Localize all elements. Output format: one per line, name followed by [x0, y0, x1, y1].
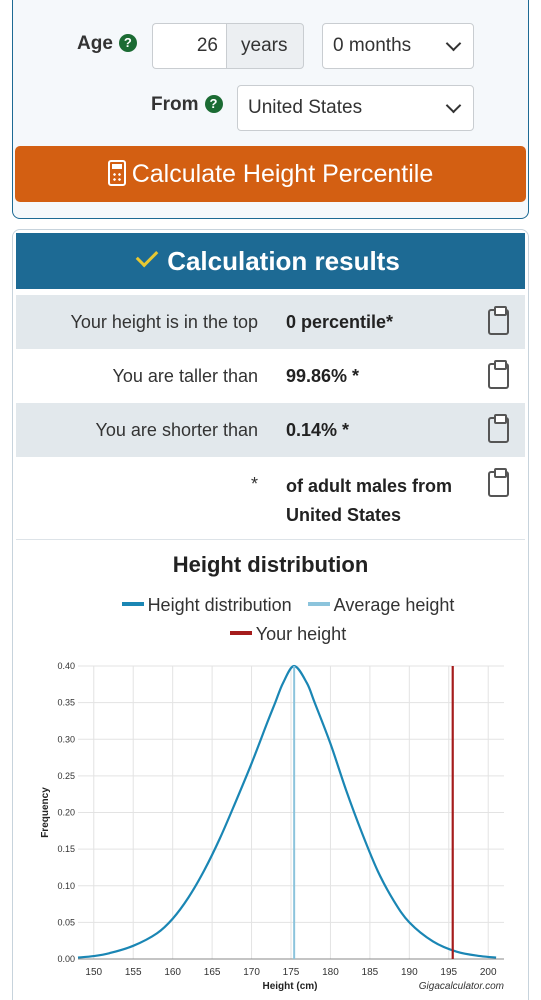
result-row-note: * of adult males from United States — [16, 457, 525, 537]
x-tick-label: 150 — [85, 967, 102, 978]
y-tick-label: 0.10 — [57, 881, 75, 891]
legend-label: Height distribution — [147, 595, 292, 615]
y-tick-label: 0.25 — [57, 771, 75, 781]
y-tick-label: 0.35 — [57, 698, 75, 708]
clipboard-icon[interactable] — [488, 414, 509, 443]
x-tick-label: 195 — [440, 967, 457, 978]
distribution-curve — [77, 664, 497, 959]
footnote-star: * — [250, 474, 258, 494]
y-tick-label: 0.30 — [57, 734, 75, 744]
result-value: 99.86% * — [286, 366, 360, 386]
result-row-shorter: You are shorter than 0.14% * — [16, 403, 525, 457]
result-value: 0 percentile* — [286, 312, 394, 332]
x-tick-label: 170 — [243, 967, 260, 978]
divider — [16, 539, 525, 540]
y-tick-label: 0.20 — [57, 808, 75, 818]
legend-item[interactable]: Height distribution — [121, 591, 292, 620]
chart-legend: Height distribution Average height Your he… — [53, 591, 523, 649]
legend-item[interactable]: Your height — [229, 620, 347, 649]
y-tick-label: 0.05 — [57, 917, 75, 927]
legend-swatch — [229, 631, 252, 635]
result-value: 0.14% * — [286, 420, 350, 440]
x-tick-label: 155 — [125, 967, 142, 978]
country-select[interactable]: United States — [237, 85, 474, 131]
result-label: You are shorter than — [95, 420, 258, 440]
age-row-label: Age? — [77, 33, 137, 55]
calculator-icon — [107, 160, 126, 186]
x-tick-label: 190 — [401, 967, 418, 978]
x-tick-label: 175 — [283, 967, 300, 978]
x-axis-title: Height (cm) — [263, 981, 318, 992]
y-tick-label: 0.15 — [57, 844, 75, 854]
legend-swatch — [307, 602, 330, 606]
from-row-label: From? — [151, 94, 223, 116]
result-row-percentile: Your height is in the top 0 percentile* — [16, 295, 525, 349]
footnote-text: of adult males from United States — [286, 476, 453, 525]
y-tick-label: 0.40 — [57, 661, 75, 671]
result-label: Your height is in the top — [70, 312, 258, 332]
from-label: From — [151, 94, 199, 115]
age-label: Age — [77, 33, 113, 54]
calculate-button-label: Calculate Height Percentile — [131, 160, 434, 188]
x-tick-label: 165 — [204, 967, 221, 978]
clipboard-icon[interactable] — [488, 306, 509, 335]
months-select-value: 0 months — [333, 35, 412, 56]
results-panel: Calculation results Your height is in th… — [12, 229, 529, 1000]
y-tick-label: 0.00 — [57, 954, 75, 964]
legend-swatch — [121, 602, 144, 606]
country-select-value: United States — [248, 97, 363, 118]
legend-item[interactable]: Average height — [307, 591, 455, 620]
legend-label: Your height — [255, 624, 347, 644]
age-unit-addon: years — [226, 23, 304, 69]
months-select[interactable]: 0 months — [322, 23, 474, 69]
clipboard-icon[interactable] — [488, 468, 509, 497]
clipboard-icon[interactable] — [488, 360, 509, 389]
calculate-button[interactable]: Calculate Height Percentile — [15, 146, 526, 202]
age-input[interactable]: 26 — [152, 23, 226, 69]
result-row-taller: You are taller than 99.86% * — [16, 349, 525, 403]
x-tick-label: 180 — [322, 967, 339, 978]
result-label: You are taller than — [112, 366, 258, 386]
watermark: Gigacalculator.com — [419, 981, 504, 992]
x-tick-label: 185 — [362, 967, 379, 978]
from-help-icon[interactable]: ? — [204, 95, 223, 113]
y-axis-title: Frequency — [40, 787, 51, 838]
chart-title: Height distribution — [172, 552, 369, 577]
results-header: Calculation results — [16, 233, 525, 289]
legend-label: Average height — [333, 595, 455, 615]
x-tick-label: 160 — [164, 967, 181, 978]
results-title: Calculation results — [167, 246, 400, 276]
x-tick-label: 200 — [480, 967, 497, 978]
age-help-icon[interactable]: ? — [118, 34, 137, 52]
